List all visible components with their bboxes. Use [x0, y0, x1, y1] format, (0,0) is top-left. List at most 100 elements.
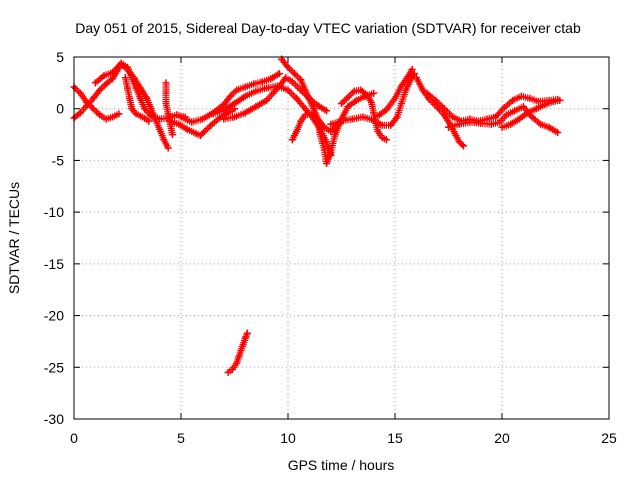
data-point — [537, 120, 545, 128]
data-point — [96, 86, 104, 94]
data-point — [173, 111, 181, 119]
data-point — [534, 97, 542, 105]
data-point — [284, 86, 292, 94]
data-point — [241, 109, 249, 117]
y-tick-label: 5 — [56, 49, 64, 65]
data-point — [220, 106, 228, 114]
data-point — [282, 74, 290, 82]
data-point — [327, 148, 335, 156]
data-point — [314, 102, 322, 110]
data-point — [397, 100, 405, 108]
data-point — [102, 115, 110, 123]
data-point — [455, 138, 463, 146]
data-point — [241, 334, 249, 342]
data-point — [412, 74, 420, 82]
data-point — [143, 94, 151, 102]
data-point — [524, 109, 532, 117]
data-point — [323, 160, 331, 168]
y-tick-label: -30 — [44, 411, 64, 427]
data-point — [263, 84, 271, 92]
data-point — [419, 86, 427, 94]
series-arc-4 — [121, 74, 153, 125]
data-point — [338, 100, 345, 108]
data-point — [507, 120, 515, 128]
data-point — [445, 123, 452, 131]
data-point — [305, 95, 313, 103]
data-point — [164, 110, 172, 118]
data-point — [76, 109, 84, 117]
data-point — [404, 73, 412, 81]
x-tick-label: 15 — [387, 430, 403, 446]
data-point — [220, 115, 228, 123]
data-point — [226, 92, 234, 100]
data-point — [102, 80, 110, 88]
data-point — [466, 118, 474, 126]
data-point — [156, 115, 164, 123]
data-point — [344, 103, 352, 111]
data-point — [352, 96, 360, 104]
y-tick-label: -5 — [52, 152, 65, 168]
data-point — [198, 115, 206, 123]
data-point — [301, 111, 309, 119]
series-arc-12 — [338, 86, 390, 144]
data-point — [175, 120, 183, 128]
data-point — [147, 112, 155, 120]
data-point — [357, 86, 365, 94]
data-point — [275, 70, 283, 78]
data-point — [350, 87, 358, 95]
y-tick-label: -15 — [44, 256, 64, 272]
data-point — [89, 105, 97, 113]
data-point — [316, 131, 324, 139]
x-tick-label: 25 — [601, 430, 617, 446]
data-point — [241, 83, 249, 91]
data-point — [338, 117, 345, 125]
data-point — [231, 113, 238, 121]
y-tick-label: -20 — [44, 308, 64, 324]
data-point — [233, 359, 241, 367]
data-point — [554, 129, 562, 137]
data-point — [545, 123, 553, 131]
data-point — [374, 127, 382, 135]
data-point — [310, 105, 318, 113]
data-point — [124, 63, 131, 71]
data-point — [432, 96, 440, 104]
data-point — [387, 121, 395, 129]
data-point — [160, 136, 168, 144]
data-point — [263, 96, 271, 104]
data-point — [100, 72, 108, 80]
data-point — [549, 97, 557, 105]
data-point — [528, 113, 536, 121]
y-tick-labels: 5 0 -5 -10 -15 -20 -25 -30 — [44, 49, 64, 427]
data-point — [500, 104, 508, 112]
data-point — [258, 78, 266, 86]
series-arc-18 — [498, 96, 564, 131]
series-arc-19 — [224, 329, 251, 376]
series-arc-1 — [70, 83, 123, 123]
data-point — [397, 82, 405, 90]
data-point — [382, 106, 390, 114]
data-point — [293, 94, 301, 102]
data-point — [147, 105, 155, 113]
data-point — [224, 368, 232, 376]
data-point — [91, 79, 99, 87]
data-point — [83, 102, 91, 110]
data-point — [496, 118, 504, 126]
data-point — [177, 113, 185, 121]
data-point — [440, 105, 448, 113]
y-tick-label: 0 — [56, 101, 64, 117]
data-point — [348, 115, 356, 123]
data-point — [275, 82, 283, 90]
data-point — [156, 125, 164, 133]
data-point — [314, 115, 322, 123]
data-point — [162, 79, 170, 87]
data-point — [237, 347, 245, 355]
data-point — [502, 111, 510, 119]
data-point — [162, 100, 170, 108]
data-point — [370, 109, 378, 117]
data-point — [327, 127, 335, 135]
data-point — [370, 116, 378, 124]
x-tick-labels: 0 5 10 15 20 25 — [70, 430, 617, 446]
data-point — [76, 89, 84, 97]
x-tick-label: 0 — [70, 430, 78, 446]
data-point — [231, 100, 238, 108]
